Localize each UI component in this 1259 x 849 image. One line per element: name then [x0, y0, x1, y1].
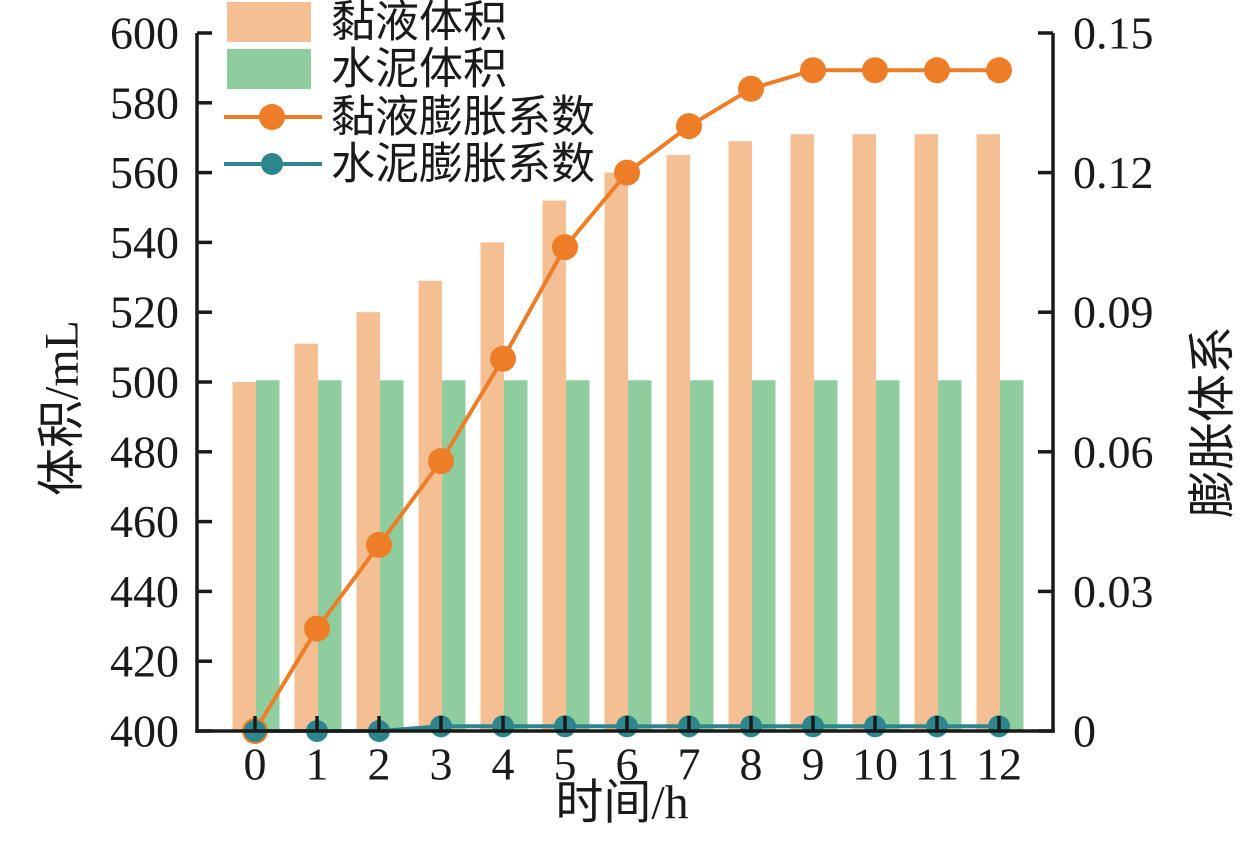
bar-cement-volume-7 — [690, 380, 714, 731]
left-tick-label-540: 540 — [110, 217, 179, 268]
bar-mucus-volume-11 — [914, 134, 938, 731]
legend-label-cement-volume: 水泥体积 — [331, 45, 507, 94]
x-tick-label-8: 8 — [740, 739, 763, 790]
bar-cement-volume-6 — [628, 380, 652, 731]
x-tick-label-12: 12 — [976, 739, 1022, 790]
x-tick-label-4: 4 — [492, 739, 515, 790]
axes-layer — [195, 31, 1055, 733]
bar-cement-volume-5 — [566, 380, 590, 731]
left-tick-label-460: 460 — [110, 496, 179, 547]
bar-mucus-volume-7 — [666, 155, 690, 732]
legend-label-cement-expansion-coefficient: 水泥膨胀系数 — [331, 140, 595, 189]
x-tick-label-3: 3 — [430, 739, 453, 790]
legend-item-cement-volume: 水泥体积 — [227, 45, 507, 94]
bar-cement-volume-3 — [442, 380, 466, 731]
marker-mucus-expansion-coefficient-2 — [366, 531, 392, 558]
legend-item-mucus-expansion-coefficient: 黏液膨胀系数 — [224, 93, 595, 142]
bar-cement-volume-8 — [752, 380, 776, 731]
labels-layer: 40042044046048050052054056058060000.030.… — [36, 8, 1240, 830]
left-tick-label-560: 560 — [110, 147, 179, 198]
legend-item-mucus-volume: 黏液体积 — [227, 0, 507, 47]
y-axis-title-left: 体积/mL — [36, 320, 89, 496]
left-tick-label-420: 420 — [110, 636, 179, 687]
x-tick-label-6: 6 — [616, 739, 639, 790]
y-axis-title-right: 膨胀体系 — [1187, 326, 1240, 518]
bar-cement-volume-12 — [1000, 380, 1024, 731]
marker-mucus-expansion-coefficient-1 — [304, 615, 330, 642]
bar-cement-volume-4 — [504, 380, 528, 731]
bar-mucus-volume-0 — [232, 382, 256, 731]
bar-cement-volume-9 — [814, 380, 838, 731]
legend-label-mucus-expansion-coefficient: 黏液膨胀系数 — [331, 93, 595, 142]
bar-mucus-volume-12 — [976, 134, 1000, 731]
x-tick-label-7: 7 — [678, 739, 701, 790]
bar-mucus-volume-10 — [852, 134, 876, 731]
left-tick-label-500: 500 — [110, 357, 179, 408]
marker-mucus-expansion-coefficient-3 — [428, 448, 454, 475]
marker-mucus-expansion-coefficient-6 — [614, 159, 640, 186]
x-tick-label-9: 9 — [802, 739, 825, 790]
bar-mucus-volume-5 — [542, 200, 566, 731]
right-tick-label-0.06: 0.06 — [1073, 426, 1154, 477]
bar-mucus-volume-4 — [480, 242, 504, 731]
bar-mucus-volume-9 — [790, 134, 814, 731]
legend-swatch-cement-volume — [227, 49, 311, 89]
left-tick-label-520: 520 — [110, 287, 179, 338]
marker-mucus-expansion-coefficient-10 — [862, 57, 888, 84]
bar-cement-volume-11 — [938, 380, 962, 731]
marker-mucus-expansion-coefficient-4 — [490, 345, 516, 372]
bars-layer — [232, 134, 1024, 732]
right-tick-label-0.09: 0.09 — [1073, 287, 1154, 338]
marker-mucus-expansion-coefficient-11 — [924, 57, 950, 84]
legend-marker-mucus-expansion-coefficient — [259, 104, 285, 130]
marker-mucus-expansion-coefficient-7 — [676, 113, 702, 140]
bar-mucus-volume-8 — [728, 141, 752, 731]
left-tick-label-480: 480 — [110, 426, 179, 477]
right-tick-label-0.12: 0.12 — [1073, 147, 1154, 198]
bar-cement-volume-2 — [380, 380, 404, 731]
x-tick-label-5: 5 — [554, 739, 577, 790]
right-tick-label-0.15: 0.15 — [1073, 8, 1154, 59]
bar-cement-volume-10 — [876, 380, 900, 731]
x-tick-label-0: 0 — [244, 739, 267, 790]
bar-cement-volume-1 — [318, 380, 342, 731]
legend-marker-cement-expansion-coefficient — [261, 153, 283, 175]
right-tick-label-0: 0 — [1073, 706, 1096, 757]
left-tick-label-400: 400 — [110, 706, 179, 757]
bar-mucus-volume-6 — [604, 172, 628, 732]
legend-swatch-mucus-volume — [227, 2, 311, 42]
left-tick-label-580: 580 — [110, 77, 179, 128]
bar-mucus-volume-2 — [356, 312, 380, 731]
bar-mucus-volume-3 — [418, 280, 442, 731]
right-tick-label-0.03: 0.03 — [1073, 566, 1154, 617]
x-tick-label-10: 10 — [852, 739, 898, 790]
x-axis-title: 时间/h — [555, 777, 688, 830]
x-tick-label-2: 2 — [368, 739, 391, 790]
x-tick-label-1: 1 — [306, 739, 329, 790]
marker-mucus-expansion-coefficient-5 — [552, 234, 578, 261]
left-tick-label-440: 440 — [110, 566, 179, 617]
bar-cement-volume-0 — [256, 380, 280, 731]
x-tick-label-11: 11 — [915, 739, 959, 790]
legend-item-cement-expansion-coefficient: 水泥膨胀系数 — [224, 140, 595, 189]
bar-mucus-volume-1 — [294, 343, 318, 731]
marker-mucus-expansion-coefficient-8 — [738, 75, 764, 102]
left-tick-label-600: 600 — [110, 8, 179, 59]
marker-mucus-expansion-coefficient-9 — [800, 57, 826, 84]
legend-label-mucus-volume: 黏液体积 — [331, 0, 507, 47]
marker-mucus-expansion-coefficient-12 — [986, 57, 1012, 84]
